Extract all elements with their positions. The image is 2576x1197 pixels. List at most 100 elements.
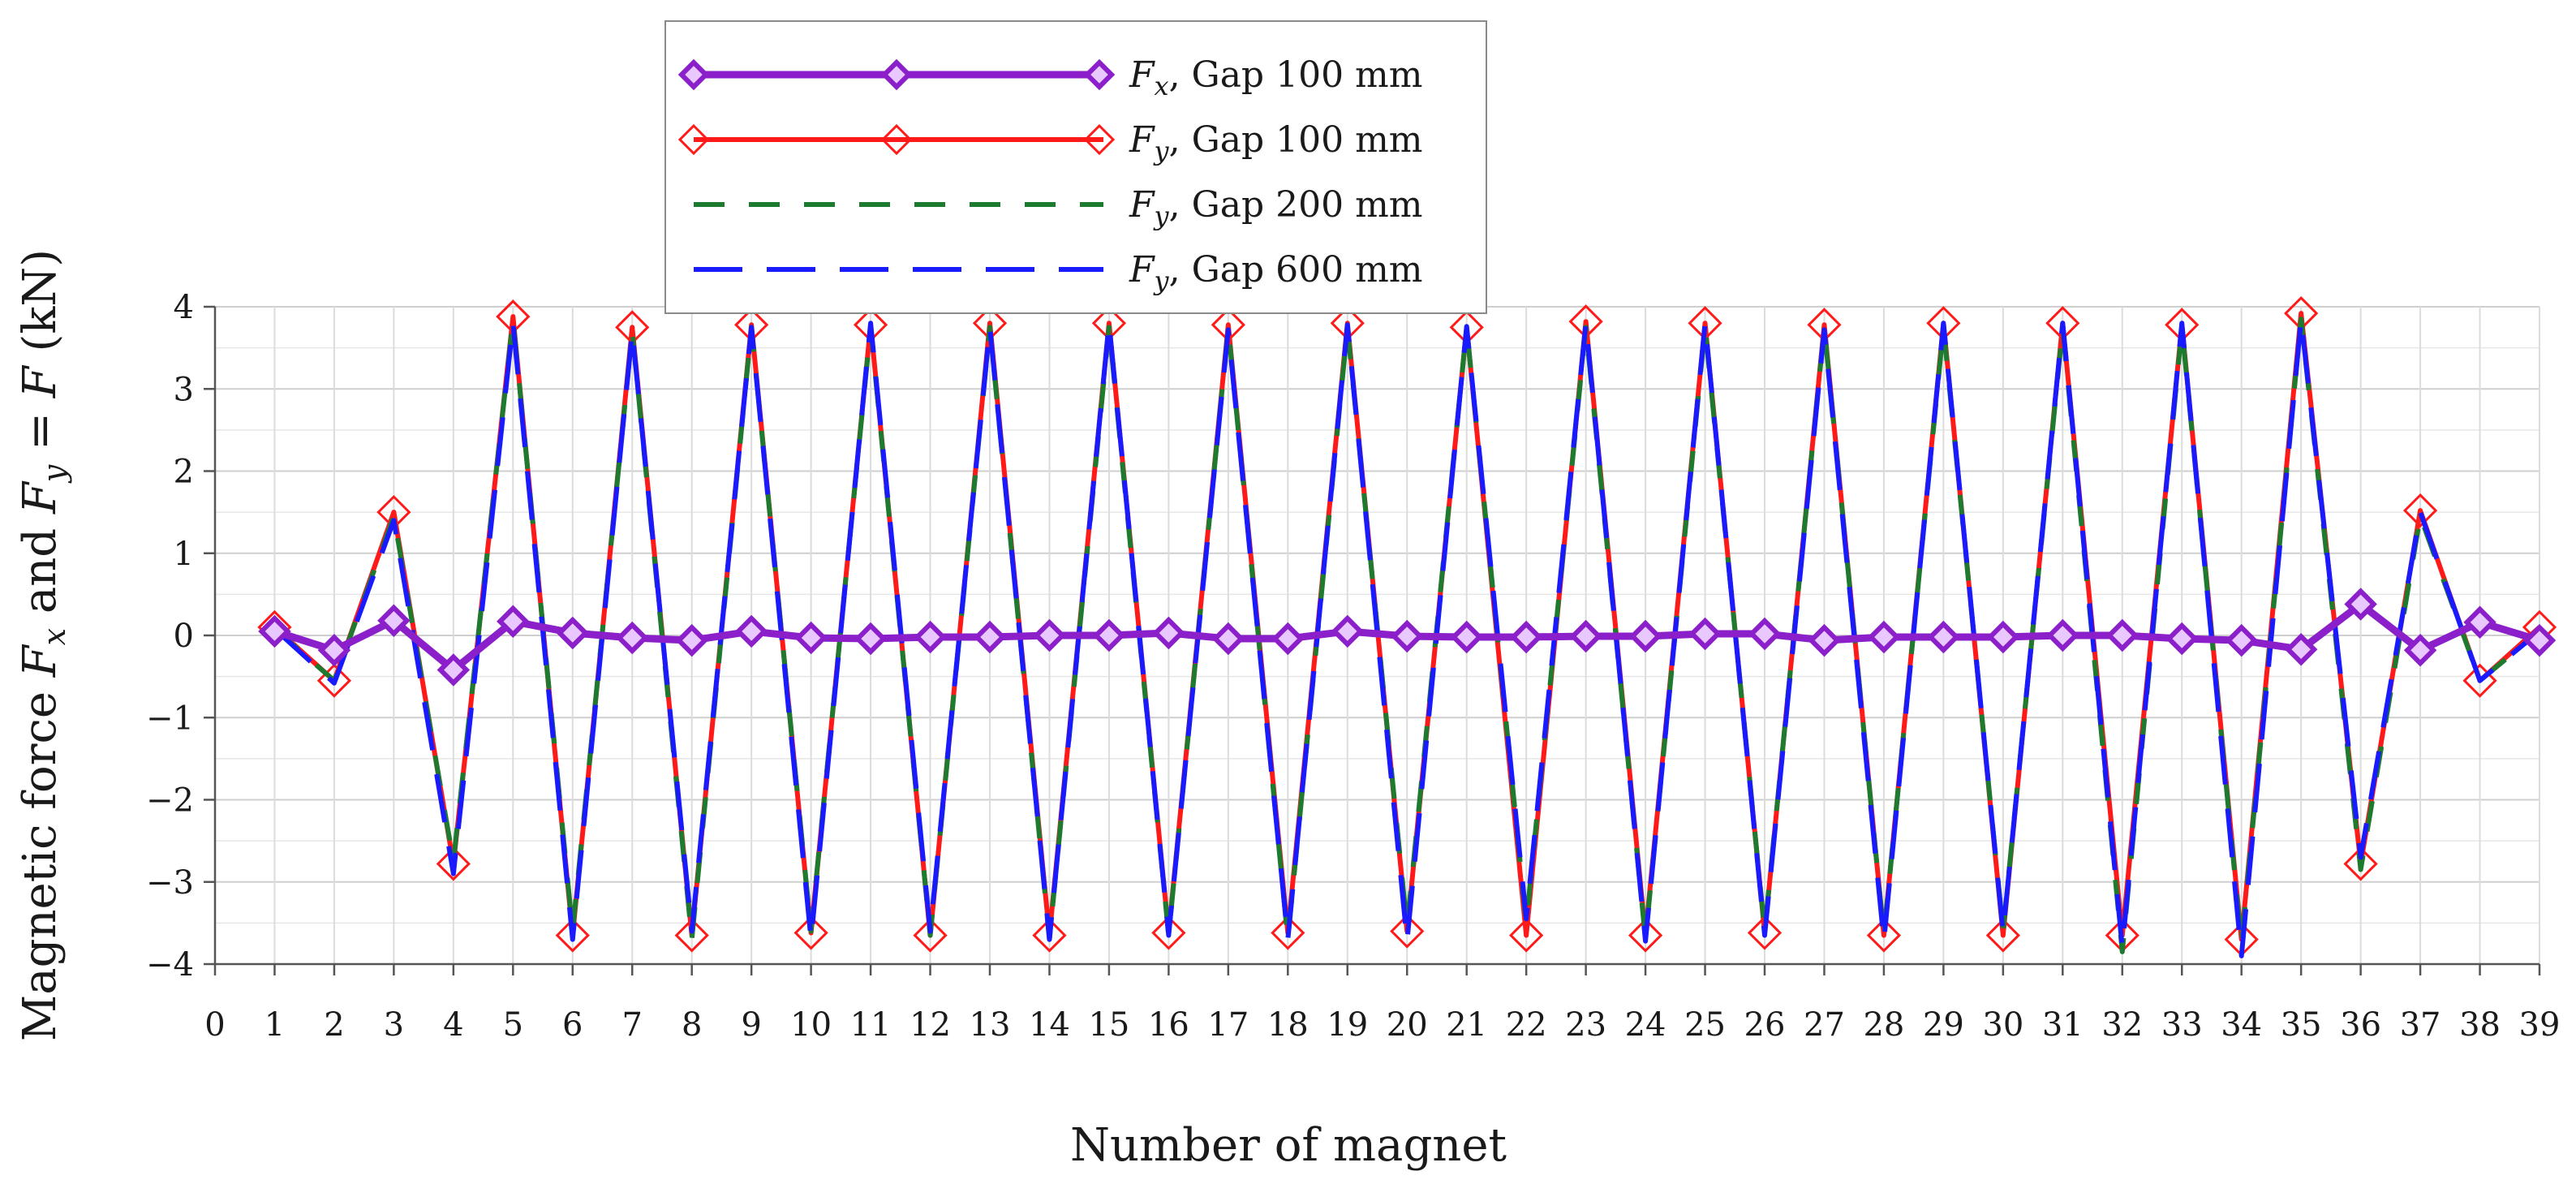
data-point: [674, 918, 709, 953]
data-point: [2344, 588, 2377, 621]
series-3: [273, 316, 2541, 958]
x-tick-label: 37: [2400, 1006, 2441, 1044]
x-tick-label: 10: [790, 1006, 832, 1044]
data-point: [973, 620, 1007, 654]
data-point: [1808, 623, 1841, 657]
y-tick-label: 2: [174, 454, 194, 491]
data-point: [854, 622, 888, 656]
data-point: [1747, 915, 1783, 950]
x-tick-label: 11: [850, 1006, 892, 1044]
data-point: [794, 621, 828, 655]
data-point: [2105, 618, 2139, 652]
legend-item: Fx, Gap 100 mm: [677, 54, 1423, 101]
x-tick-label: 3: [384, 1006, 404, 1044]
x-tick-label: 17: [1207, 1006, 1249, 1044]
data-point: [1867, 620, 1901, 654]
x-tick-label: 25: [1684, 1006, 1726, 1044]
x-tick-label: 13: [970, 1006, 1011, 1044]
data-point: [1866, 918, 1902, 953]
data-point: [1985, 918, 2020, 953]
data-point: [1331, 614, 1365, 648]
y-tick-label: 0: [174, 618, 194, 655]
data-point: [1032, 918, 1067, 953]
x-tick-label: 12: [910, 1006, 951, 1044]
legend-label: Fy, Gap 600 mm: [1129, 249, 1423, 296]
data-point: [914, 620, 947, 654]
x-axis-title: Number of magnet: [1070, 1119, 1507, 1172]
x-tick-label: 8: [682, 1006, 702, 1044]
data-point: [734, 614, 768, 648]
y-tick-label: 4: [174, 289, 194, 326]
data-point: [317, 633, 351, 667]
legend-sub: x: [1155, 71, 1169, 101]
data-point: [377, 604, 411, 638]
legend-sub: y: [1153, 265, 1170, 296]
x-tick-label: 27: [1804, 1006, 1845, 1044]
data-point: [913, 918, 948, 953]
x-tick-label: 31: [2042, 1006, 2084, 1044]
data-point: [258, 614, 291, 648]
x-tick-label: 38: [2459, 1006, 2501, 1044]
y-axis-title: Magnetic force Fx and Fy = F (kN): [14, 249, 72, 1041]
x-tick-label: 30: [1982, 1006, 2023, 1044]
legend-item: Fy, Gap 200 mm: [694, 184, 1423, 231]
x-tick-label: 32: [2101, 1006, 2143, 1044]
legend-sub: y: [1153, 136, 1170, 166]
data-point: [2522, 623, 2557, 657]
legend-rest: , Gap 100 mm: [1169, 54, 1423, 96]
data-point: [2046, 618, 2079, 652]
x-tick-label: 18: [1267, 1006, 1309, 1044]
data-point: [2462, 663, 2497, 698]
x-tick-label: 4: [443, 1006, 463, 1044]
data-point: [1450, 620, 1483, 654]
legend-marker: [1083, 58, 1116, 91]
data-point: [1748, 617, 1782, 651]
data-point: [1152, 616, 1185, 650]
data-point: [2403, 633, 2437, 667]
x-tick-label: 24: [1625, 1006, 1666, 1044]
x-tick-label: 7: [622, 1006, 643, 1044]
data-point: [2402, 493, 2438, 528]
x-tick-label: 34: [2221, 1006, 2262, 1044]
legend-marker: [1083, 123, 1116, 156]
data-point: [437, 653, 471, 687]
data-point: [2225, 623, 2258, 657]
x-tick-label: 20: [1387, 1006, 1428, 1044]
x-tick-label: 39: [2519, 1006, 2561, 1044]
x-tick-label: 16: [1148, 1006, 1189, 1044]
legend-box: [664, 20, 1487, 314]
y-tick-label: −1: [146, 700, 194, 737]
legend-var: F: [1129, 249, 1155, 291]
data-point: [1927, 620, 1960, 654]
x-tick-label: 1: [264, 1006, 285, 1044]
x-tick-label: 22: [1506, 1006, 1547, 1044]
data-point: [1271, 915, 1305, 950]
data-point: [1509, 620, 1543, 654]
data-point: [1569, 619, 1602, 653]
data-point: [1509, 918, 1544, 953]
legend-label: Fy, Gap 100 mm: [1129, 119, 1423, 166]
data-point: [1092, 618, 1126, 652]
data-point: [1628, 619, 1662, 653]
x-tick-label: 2: [324, 1006, 344, 1044]
x-tick-label: 19: [1327, 1006, 1368, 1044]
x-tick-label: 9: [741, 1006, 761, 1044]
data-point: [1688, 617, 1722, 651]
data-point: [1211, 622, 1245, 656]
data-point: [2343, 846, 2378, 881]
data-point: [556, 616, 590, 650]
data-point: [615, 621, 649, 655]
x-tick-label: 28: [1863, 1006, 1904, 1044]
x-tick-label: 6: [562, 1006, 583, 1044]
y-tick-label: −4: [146, 946, 194, 984]
data-point: [436, 846, 471, 881]
legend-rest: , Gap 100 mm: [1169, 119, 1423, 161]
data-point: [675, 623, 708, 657]
legend-marker: [880, 123, 913, 156]
x-tick-label: 14: [1029, 1006, 1070, 1044]
data-point: [316, 663, 352, 698]
x-tick-label: 21: [1446, 1006, 1487, 1044]
